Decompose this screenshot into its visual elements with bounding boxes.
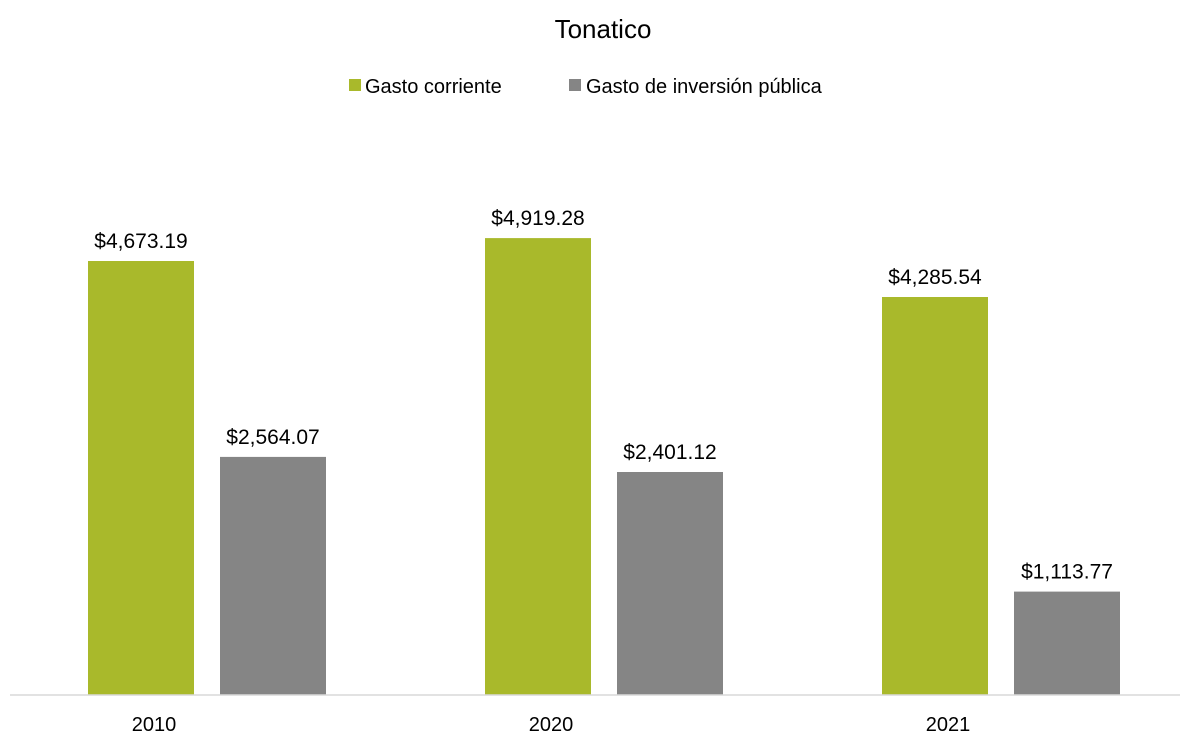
data-label-2021-series-0: $4,285.54 <box>888 266 982 289</box>
bar-2010-series-0 <box>88 261 194 695</box>
legend-label-gasto-inversion: Gasto de inversión pública <box>586 76 823 98</box>
data-label-2020-series-1: $2,401.12 <box>623 441 716 464</box>
legend-label-gasto-corriente: Gasto corriente <box>365 76 502 98</box>
data-labels-group: $4,673.19 $2,564.07 $4,919.28 $2,401.12 $4,2… <box>94 207 1113 583</box>
bar-2020-series-0 <box>485 238 591 695</box>
bar-2010-series-1 <box>220 456 326 695</box>
bars-group <box>88 238 1120 695</box>
data-label-2010-series-0: $4,673.19 <box>94 230 187 253</box>
data-label-2010-series-1: $2,564.07 <box>226 426 319 449</box>
bar-2021-series-1 <box>1014 591 1120 695</box>
bar-2020-series-1 <box>617 472 723 695</box>
data-label-2021-series-1: $1,113.77 <box>1021 561 1113 584</box>
chart-title: Tonatico <box>555 14 652 44</box>
x-tick-label-2010: 2010 <box>132 714 177 736</box>
data-label-2020-series-0: $4,919.28 <box>491 207 584 230</box>
bar-2021-series-0 <box>882 297 988 695</box>
x-tick-label-2021: 2021 <box>926 714 971 736</box>
legend-swatch-gasto-inversion <box>569 79 581 91</box>
x-tick-labels: 2010 2020 2021 <box>132 714 971 736</box>
x-tick-label-2020: 2020 <box>529 714 574 736</box>
legend-swatch-gasto-corriente <box>349 79 361 91</box>
legend: Gasto corriente Gasto de inversión públi… <box>349 76 823 98</box>
